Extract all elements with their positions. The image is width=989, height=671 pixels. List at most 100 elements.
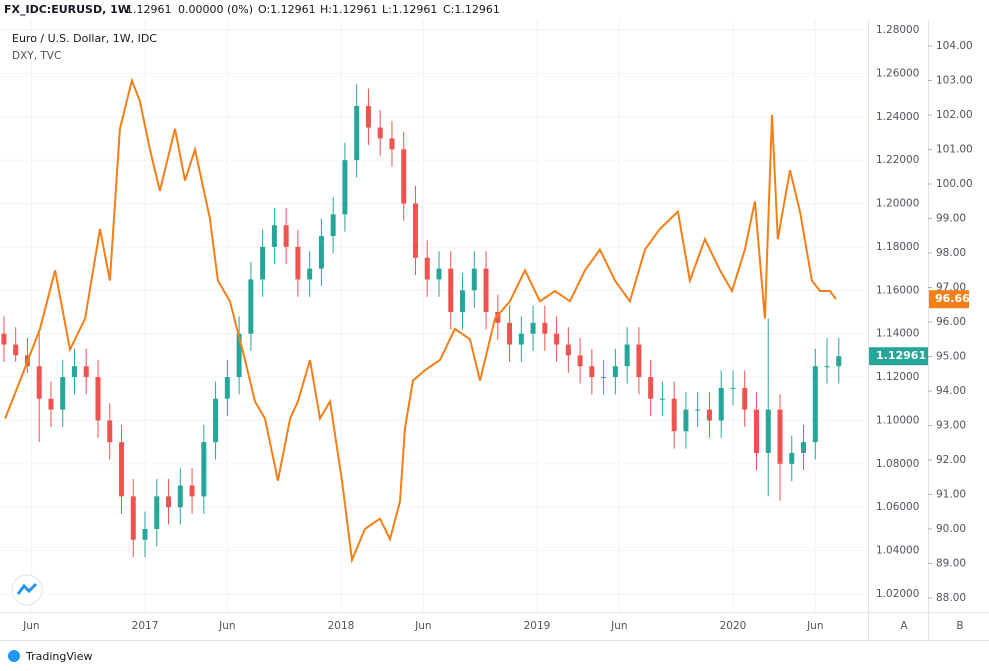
y-tick-label: 1.26000 <box>876 67 919 79</box>
candle-body <box>789 452 795 464</box>
axis-button[interactable]: B <box>956 620 963 632</box>
y-tick-label: 1.28000 <box>876 24 919 36</box>
candle-body <box>83 366 89 378</box>
y-tick-label: 1.02000 <box>876 588 919 600</box>
candle-body <box>1 333 7 345</box>
candle-body <box>730 387 736 389</box>
y2-tick-label: 93.00 <box>936 419 966 431</box>
candle-body <box>177 485 183 508</box>
candle-body <box>213 398 219 443</box>
y2-tick-label: 104.00 <box>936 40 973 52</box>
candle-body <box>659 398 665 400</box>
x-tick-label: 2019 <box>524 620 551 632</box>
candle-body <box>95 377 101 421</box>
legend-dxy: DXY, TVC <box>12 50 61 62</box>
candle-body <box>412 203 418 258</box>
candle-body <box>142 528 148 540</box>
candle-body <box>271 225 277 247</box>
y2-tick-label: 100.00 <box>936 178 973 190</box>
candle-body <box>636 344 642 378</box>
candle-body <box>13 344 19 356</box>
y2-tick-label: 90.00 <box>936 523 966 535</box>
price-tag-label: 96.66 <box>935 292 970 305</box>
candle-body <box>424 257 430 280</box>
candle-body <box>801 442 807 453</box>
candle-body <box>718 387 724 421</box>
candle-body <box>530 322 536 334</box>
y-tick-label: 1.22000 <box>876 154 919 166</box>
y-tick-label: 1.20000 <box>876 198 919 210</box>
x-tick-label: Jun <box>806 620 823 632</box>
x-tick-label: 2018 <box>328 620 355 632</box>
candle-body <box>107 420 113 443</box>
y-tick-label: 1.10000 <box>876 414 919 426</box>
y2-tick-label: 94.00 <box>936 385 966 397</box>
x-tick-label: 2020 <box>720 620 747 632</box>
candle-body <box>130 496 136 540</box>
candle-body <box>812 366 818 443</box>
y2-tick-label: 92.00 <box>936 454 966 466</box>
y2-tick-label: 98.00 <box>936 247 966 259</box>
candle-body <box>224 377 230 399</box>
y-tick-label: 1.18000 <box>876 241 919 253</box>
x-tick-label: 2017 <box>132 620 159 632</box>
header-change: 0.00000 (0%) <box>178 3 253 16</box>
y2-tick-label: 89.00 <box>936 557 966 569</box>
y-tick-label: 1.16000 <box>876 284 919 296</box>
candle-body <box>166 496 172 508</box>
candle-body <box>436 268 442 280</box>
y2-tick-label: 102.00 <box>936 109 973 121</box>
legend-main: Euro / U.S. Dollar, 1W, IDC <box>12 32 157 45</box>
candle-body <box>836 356 842 367</box>
candle-body <box>495 311 501 323</box>
candle-body <box>683 409 689 432</box>
candle-body <box>601 377 607 379</box>
header-ohlc: L:1.12961 <box>382 3 437 16</box>
header-symbol: FX_IDC:EURUSD, 1W <box>4 3 130 16</box>
candle-body <box>389 138 395 150</box>
header-last: 1.12961 <box>126 3 172 16</box>
candle-body <box>589 366 595 378</box>
x-tick-label: Jun <box>218 620 235 632</box>
candle-body <box>542 322 548 334</box>
candle-body <box>448 268 454 312</box>
logo <box>8 574 43 662</box>
candle-body <box>612 366 618 378</box>
y2-tick-label: 99.00 <box>936 213 966 225</box>
candle-body <box>60 377 66 410</box>
x-tick-label: Jun <box>22 620 39 632</box>
candle-body <box>307 268 313 280</box>
candle-body <box>648 377 654 399</box>
candle-body <box>695 409 701 411</box>
candle-body <box>401 149 407 204</box>
y2-tick-label: 91.00 <box>936 488 966 500</box>
candle-body <box>295 246 301 280</box>
y-tick-label: 1.08000 <box>876 458 919 470</box>
candle-body <box>377 127 383 139</box>
candle-body <box>189 485 195 497</box>
candle-body <box>36 366 42 399</box>
candle-body <box>154 496 160 529</box>
candle-body <box>624 344 630 367</box>
candle-body <box>119 442 125 497</box>
candle-body <box>354 105 360 161</box>
y2-tick-label: 88.00 <box>936 592 966 604</box>
candle-body <box>765 409 771 453</box>
candle-body <box>236 333 242 378</box>
axis-button[interactable]: A <box>900 620 908 632</box>
candle-body <box>777 409 783 464</box>
candle-body <box>554 333 560 345</box>
y2-tick-label: 96.00 <box>936 316 966 328</box>
candle-body <box>460 290 466 312</box>
candle-body <box>577 355 583 367</box>
footer-brand: TradingView <box>25 650 92 663</box>
y2-tick-label: 95.00 <box>936 351 966 363</box>
price-tag <box>929 290 969 309</box>
candle-body <box>365 105 371 128</box>
header-ohlc: O:1.12961 <box>258 3 316 16</box>
price-tag <box>869 347 928 366</box>
x-tick-label: Jun <box>414 620 431 632</box>
candle-body <box>342 160 348 215</box>
